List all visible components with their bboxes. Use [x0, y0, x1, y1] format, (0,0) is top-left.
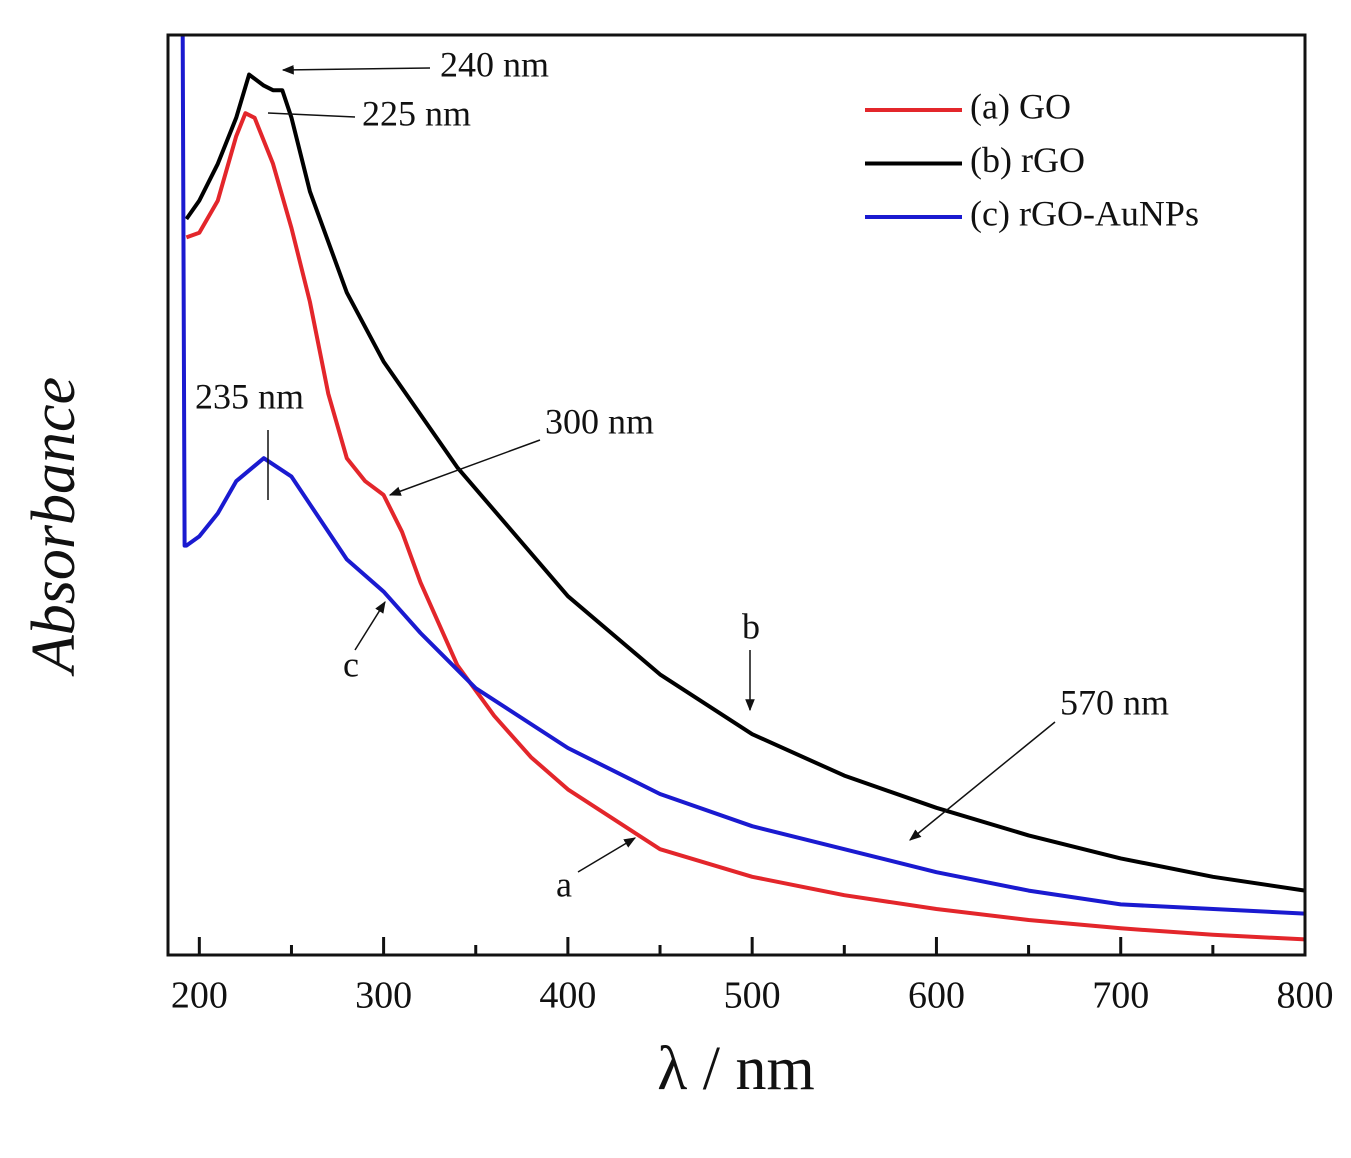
legend-label: (b) rGO	[970, 140, 1085, 180]
legend-label: (a) GO	[970, 86, 1071, 126]
annotation-arrow	[281, 65, 431, 75]
x-tick-label: 700	[1092, 975, 1149, 1017]
plot-frame	[166, 33, 1307, 957]
data-line	[184, 72, 1306, 893]
x-tick-label: 400	[539, 975, 596, 1017]
x-tick-label: 200	[171, 975, 228, 1017]
x-tick-label: 600	[908, 975, 965, 1017]
annotation: b	[742, 606, 760, 646]
annotation-arrow	[388, 439, 541, 496]
annotation-arrow	[267, 112, 356, 118]
x-tick-label: 300	[355, 975, 412, 1017]
annotation: 240 nm	[440, 44, 549, 84]
x-axis-label: λ / nm	[657, 1035, 815, 1103]
annotation: 235 nm	[195, 376, 304, 416]
x-tick-label: 800	[1277, 975, 1334, 1017]
data-line	[180, 34, 1306, 916]
legend-label: (c) rGO-AuNPs	[970, 193, 1199, 233]
annotation-arrow	[909, 721, 1056, 841]
annotation: 225 nm	[362, 93, 471, 133]
annotation-arrow	[577, 837, 637, 873]
x-tick-label: 500	[724, 975, 781, 1017]
annotation-arrow	[354, 600, 386, 651]
annotation: 570 nm	[1060, 682, 1169, 722]
annotation: c	[343, 644, 359, 684]
annotation: a	[556, 864, 572, 904]
data-line	[185, 111, 1306, 942]
y-axis-label: Absorbance	[20, 377, 88, 677]
annotation: 300 nm	[545, 401, 654, 441]
